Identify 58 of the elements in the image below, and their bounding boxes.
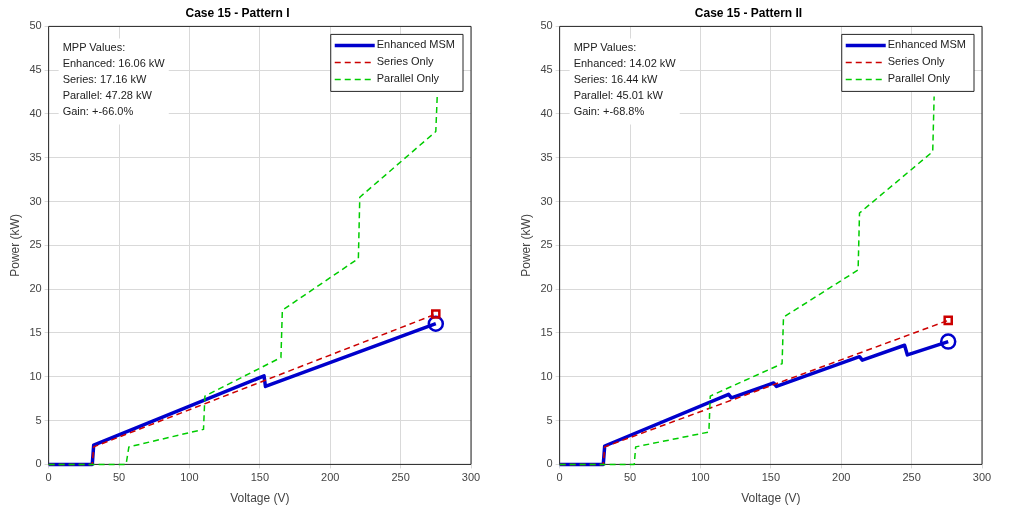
y-tick-label: 40 xyxy=(29,107,42,120)
x-tick-label: 300 xyxy=(461,471,481,484)
legend-label: Series Only xyxy=(376,55,435,68)
x-axis-title: Voltage (V) xyxy=(741,491,801,506)
chart-title: Case 15 - Pattern I xyxy=(185,5,290,20)
legend-label: Enhanced MSM xyxy=(887,38,966,51)
x-tick-label: 250 xyxy=(902,471,921,484)
y-tick-label: 45 xyxy=(540,63,553,76)
y-tick-label: 30 xyxy=(29,194,42,207)
legend-label: Parallel Only xyxy=(887,72,951,85)
x-tick-label: 50 xyxy=(112,471,126,484)
legend-label: Parallel Only xyxy=(376,72,440,85)
x-tick-label: 200 xyxy=(321,471,340,484)
y-tick-label: 20 xyxy=(29,282,42,295)
y-tick-label: 30 xyxy=(540,194,553,207)
x-tick-label: 100 xyxy=(180,471,199,484)
y-axis-title: Power (kW) xyxy=(7,214,22,277)
x-tick-label: 300 xyxy=(972,471,992,484)
x-tick-label: 0 xyxy=(556,471,563,484)
y-tick-label: 25 xyxy=(540,238,553,251)
x-tick-label: 100 xyxy=(691,471,710,484)
x-tick-label: 250 xyxy=(391,471,410,484)
y-tick-label: 15 xyxy=(540,326,553,339)
y-tick-label: 15 xyxy=(29,326,42,339)
annotation: Series: 16.44 kW xyxy=(573,72,659,85)
x-tick-label: 200 xyxy=(832,471,851,484)
y-tick-label: 35 xyxy=(540,150,553,163)
y-tick-label: 50 xyxy=(29,19,42,32)
y-tick-label: 25 xyxy=(29,238,42,251)
y-tick-label: 10 xyxy=(29,369,42,382)
annotation: Gain: +-66.0% xyxy=(62,104,134,117)
annotation: Enhanced: 16.06 kW xyxy=(62,56,166,69)
x-tick-label: 0 xyxy=(45,471,52,484)
legend-label: Enhanced MSM xyxy=(376,38,455,51)
annotation: Parallel: 47.28 kW xyxy=(62,88,153,101)
y-tick-label: 5 xyxy=(35,413,42,426)
y-tick-label: 20 xyxy=(540,282,553,295)
chart-title: Case 15 - Pattern II xyxy=(694,5,803,20)
y-tick-label: 35 xyxy=(29,150,42,163)
annotation: Gain: +-68.8% xyxy=(573,104,645,117)
y-tick-label: 0 xyxy=(546,457,553,470)
annotation: MPP Values: xyxy=(62,40,126,53)
annotation: Series: 17.16 kW xyxy=(62,72,148,85)
x-tick-label: 50 xyxy=(623,471,637,484)
x-axis-title: Voltage (V) xyxy=(230,491,290,506)
y-tick-label: 0 xyxy=(35,457,42,470)
annotation: Parallel: 45.01 kW xyxy=(573,88,664,101)
y-axis-title: Power (kW) xyxy=(518,214,533,277)
y-tick-label: 45 xyxy=(29,63,42,76)
y-tick-label: 50 xyxy=(540,19,553,32)
x-tick-label: 150 xyxy=(250,471,269,484)
x-tick-label: 150 xyxy=(761,471,780,484)
legend-label: Series Only xyxy=(887,55,946,68)
annotation: Enhanced: 14.02 kW xyxy=(573,56,677,69)
y-tick-label: 40 xyxy=(540,107,553,120)
annotation: MPP Values: xyxy=(573,40,637,53)
y-tick-label: 5 xyxy=(546,413,553,426)
y-tick-label: 10 xyxy=(540,369,553,382)
